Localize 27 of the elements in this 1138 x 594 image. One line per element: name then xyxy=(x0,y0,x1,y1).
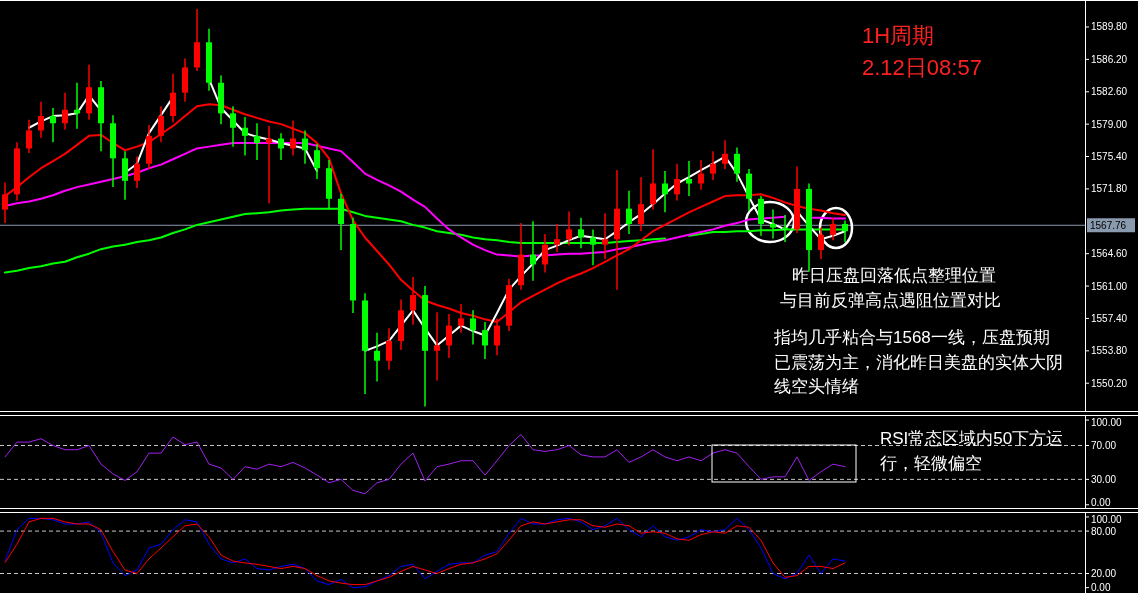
y-tick-label: 0.00 xyxy=(1091,582,1111,593)
y-tick-label: 1579.00 xyxy=(1091,118,1128,130)
text: RSI常态区域内50下方运行，轻微偏空 xyxy=(880,428,1065,475)
y-tick-label: 1550.20 xyxy=(1091,377,1128,389)
y-tick-label: 1582.60 xyxy=(1091,86,1128,98)
annotation: 与目前反弹高点遇阻位置对比 xyxy=(780,290,1002,312)
y-tick-label: 20.00 xyxy=(1091,568,1117,579)
y-tick-label: 1553.80 xyxy=(1091,345,1128,357)
y-tick-label: 80.00 xyxy=(1091,525,1117,537)
y-tick-label: 0.00 xyxy=(1091,497,1111,508)
text: 1H周期 xyxy=(862,22,935,50)
y-tick-label: 70.00 xyxy=(1091,439,1117,451)
annotation: 指均几乎粘合与1568一线，压盘预期已震荡为主，消化昨日美盘的实体大阴线空头情绪 xyxy=(774,327,1064,399)
text: 2.12日08:57 xyxy=(862,54,982,82)
y-tick-label: 1575.40 xyxy=(1091,151,1128,163)
annotation: 昨日压盘回落低点整理位置 xyxy=(792,265,997,287)
y-tick-label: 1561.00 xyxy=(1091,280,1128,292)
y-tick-label: 1586.20 xyxy=(1091,53,1128,65)
y-tick-label: 30.00 xyxy=(1091,473,1117,485)
y-tick-label: 1589.80 xyxy=(1091,21,1128,33)
y-tick-label: 100.00 xyxy=(1091,417,1123,428)
y-tick-label: 1564.60 xyxy=(1091,248,1128,260)
y-tick-label: 1571.80 xyxy=(1091,183,1128,195)
ref-line-label: 1567.76 xyxy=(1090,220,1127,232)
y-tick-label: 1557.40 xyxy=(1091,312,1128,324)
y-tick-label: 100.00 xyxy=(1091,514,1123,525)
line-series xyxy=(4,433,846,495)
